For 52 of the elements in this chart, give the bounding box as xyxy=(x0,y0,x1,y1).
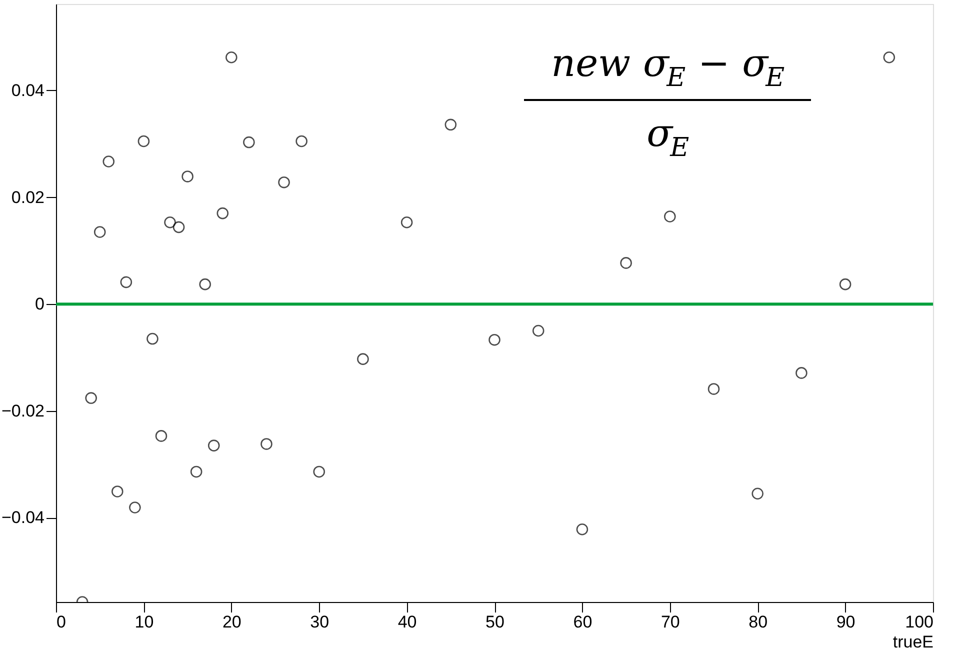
x-tick-label: 90 xyxy=(836,612,856,632)
point xyxy=(199,278,211,290)
point xyxy=(620,257,632,269)
point xyxy=(111,486,124,498)
point xyxy=(85,392,97,404)
point xyxy=(708,383,720,395)
point xyxy=(278,176,290,188)
x-tick-label: 100 xyxy=(905,612,934,632)
point xyxy=(260,438,272,450)
y-tick-label: −0.02 xyxy=(1,401,44,420)
point xyxy=(129,502,141,514)
x-tick-label: 60 xyxy=(573,612,592,632)
point xyxy=(664,210,676,222)
point xyxy=(313,466,325,478)
point xyxy=(216,207,229,220)
point xyxy=(190,466,202,478)
y-tick-label: 0 xyxy=(35,294,44,314)
x-tick-label: 70 xyxy=(660,612,680,632)
point xyxy=(155,430,168,442)
point xyxy=(172,221,185,234)
point xyxy=(120,276,132,288)
point xyxy=(576,524,588,536)
point xyxy=(208,440,220,452)
point xyxy=(243,136,255,148)
x-tick-label: 50 xyxy=(486,612,504,632)
point xyxy=(752,488,764,500)
x-tick-label: 10 xyxy=(134,612,154,632)
point xyxy=(796,367,808,379)
point xyxy=(357,353,369,365)
x-tick-label: 0 xyxy=(56,612,66,632)
x-tick-label: 40 xyxy=(398,612,417,632)
y-tick-label: 0.02 xyxy=(11,188,44,207)
x-axis-title: trueE xyxy=(892,632,934,652)
point xyxy=(839,278,852,290)
point xyxy=(94,226,106,238)
point xyxy=(532,324,544,337)
point xyxy=(400,216,413,228)
x-tick-label: 80 xyxy=(748,612,768,632)
point xyxy=(138,135,150,148)
point xyxy=(883,52,896,64)
y-tick-label: 0.04 xyxy=(11,80,44,100)
point xyxy=(102,156,115,168)
point xyxy=(488,334,500,346)
point xyxy=(182,170,194,182)
x-tick-label: 20 xyxy=(222,612,242,632)
point xyxy=(444,118,457,131)
y-tick-label: −0.04 xyxy=(1,508,44,528)
x-tick-label: 30 xyxy=(310,612,330,632)
point xyxy=(146,332,158,345)
point xyxy=(164,216,176,228)
point xyxy=(226,52,238,64)
point xyxy=(296,135,308,148)
